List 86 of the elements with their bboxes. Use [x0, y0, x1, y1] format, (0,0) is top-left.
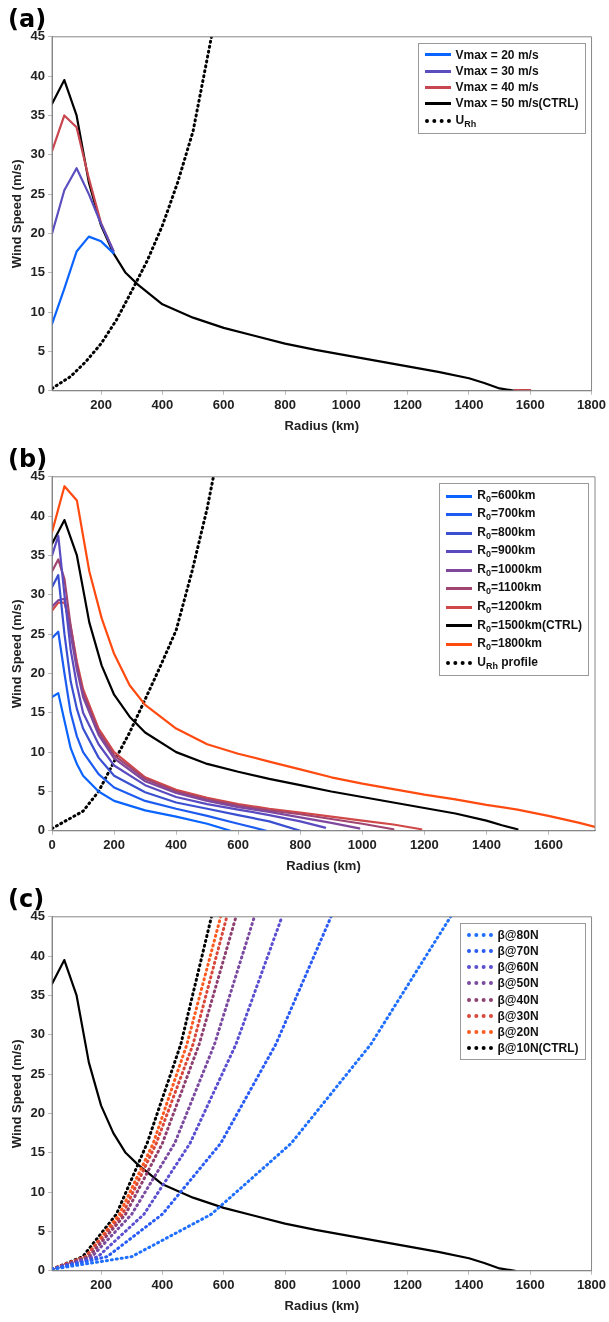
chart-title: (a)	[8, 4, 47, 33]
y-tick-label: 10	[30, 303, 46, 319]
y-tick-label: 25	[30, 185, 46, 201]
legend-label: R$_{0}$=1800km	[477, 635, 543, 654]
x-tick-label: 600	[212, 1277, 235, 1293]
y-tick-label: 5	[37, 1223, 46, 1239]
legend-label: β@10N(CTRL)	[497, 1040, 579, 1057]
legend-label: Vmax = 20 m/s	[455, 46, 539, 63]
chart-title: (b)	[8, 444, 48, 473]
x-tick-label: 1400	[471, 837, 501, 853]
y-tick-label: 25	[30, 1065, 46, 1081]
x-tick-label: 1800	[577, 1277, 606, 1293]
y-tick-label: 40	[30, 947, 46, 963]
legend-label: U$_{Rh}$	[455, 111, 477, 131]
legend-label: β@50N	[497, 975, 539, 992]
y-tick-label: 20	[30, 665, 46, 681]
x-tick-label: 800	[289, 837, 312, 853]
legend-label: Vmax = 40 m/s	[455, 79, 539, 96]
legend-label: R$_{0}$=1200km	[477, 598, 543, 617]
y-tick-label: 35	[30, 547, 46, 563]
y-axis-title: Wind Speed (m/s)	[9, 159, 25, 269]
x-tick-label: 1200	[409, 837, 439, 853]
x-tick-label: 1800	[577, 397, 606, 413]
legend-label: R$_{0}$=1500km(CTRL)	[477, 616, 582, 636]
chart-title: (c)	[8, 884, 45, 913]
y-tick-label: 30	[30, 586, 46, 602]
y-tick-label: 30	[30, 146, 46, 162]
legend-label: R$_{0}$=900km	[477, 542, 536, 561]
legend-label: β@20N	[497, 1023, 539, 1041]
x-axis-title: Radius (km)	[284, 417, 359, 433]
legend-label: β@40N	[497, 991, 539, 1008]
x-tick-label: 1600	[534, 837, 563, 853]
y-tick-label: 20	[30, 1105, 46, 1121]
legend-label: β@60N	[497, 959, 539, 976]
x-tick-label: 400	[151, 1277, 174, 1293]
x-tick-label: 0	[48, 837, 56, 853]
y-tick-label: 35	[30, 987, 46, 1003]
x-axis-title: Radius (km)	[284, 1297, 359, 1313]
y-tick-label: 35	[30, 107, 46, 123]
y-tick-label: 25	[30, 625, 46, 641]
y-axis-title: Wind Speed (m/s)	[9, 599, 25, 709]
y-tick-label: 0	[37, 1262, 46, 1278]
y-tick-label: 15	[30, 1144, 46, 1160]
legend-label: R$_{0}$=700km	[477, 505, 536, 524]
legend-label: β@30N	[497, 1007, 539, 1024]
x-tick-label: 1600	[515, 1277, 545, 1293]
y-tick-label: 20	[30, 225, 46, 241]
x-tick-label: 200	[103, 837, 125, 853]
y-tick-label: 15	[30, 264, 46, 280]
y-tick-label: 5	[37, 343, 46, 359]
x-tick-label: 400	[151, 397, 174, 413]
y-tick-label: 10	[30, 1183, 46, 1199]
y-tick-label: 0	[37, 382, 46, 398]
y-tick-label: 40	[30, 67, 46, 83]
x-tick-label: 1200	[393, 1277, 423, 1293]
x-tick-label: 1400	[454, 1277, 484, 1293]
y-tick-label: 10	[30, 743, 46, 759]
x-tick-label: 600	[227, 837, 250, 853]
x-tick-label: 600	[212, 397, 235, 413]
y-tick-label: 40	[30, 507, 46, 523]
y-tick-label: 30	[30, 1026, 46, 1042]
x-tick-label: 1000	[347, 837, 377, 853]
legend-label: U$_{Rh}$ profile	[477, 653, 538, 673]
x-tick-label: 1600	[515, 397, 545, 413]
x-tick-label: 1000	[331, 397, 361, 413]
x-tick-label: 800	[274, 1277, 296, 1293]
x-axis-title: Radius (km)	[286, 857, 361, 873]
legend-label: β@70N	[497, 943, 539, 960]
x-tick-label: 200	[90, 1277, 112, 1293]
x-tick-label: 200	[90, 397, 112, 413]
y-axis-title: Wind Speed (m/s)	[9, 1039, 25, 1149]
x-tick-label: 400	[165, 837, 188, 853]
legend-label: R$_{0}$=800km	[477, 523, 536, 543]
x-tick-label: 1400	[454, 397, 484, 413]
legend-label: R$_{0}$=1100km	[477, 579, 542, 598]
y-tick-label: 15	[30, 704, 46, 720]
legend-label: R$_{0}$=600km	[477, 486, 536, 506]
y-tick-label: 0	[37, 822, 46, 838]
legend-label: Vmax = 30 m/s	[455, 63, 539, 80]
y-tick-label: 5	[37, 783, 46, 799]
x-tick-label: 1000	[331, 1277, 361, 1293]
x-tick-label: 1200	[393, 397, 423, 413]
legend-label: R$_{0}$=1000km	[477, 560, 543, 580]
x-tick-label: 800	[274, 397, 296, 413]
legend-label: β@80N	[497, 926, 539, 943]
legend-label: Vmax = 50 m/s(CTRL)	[455, 95, 579, 112]
